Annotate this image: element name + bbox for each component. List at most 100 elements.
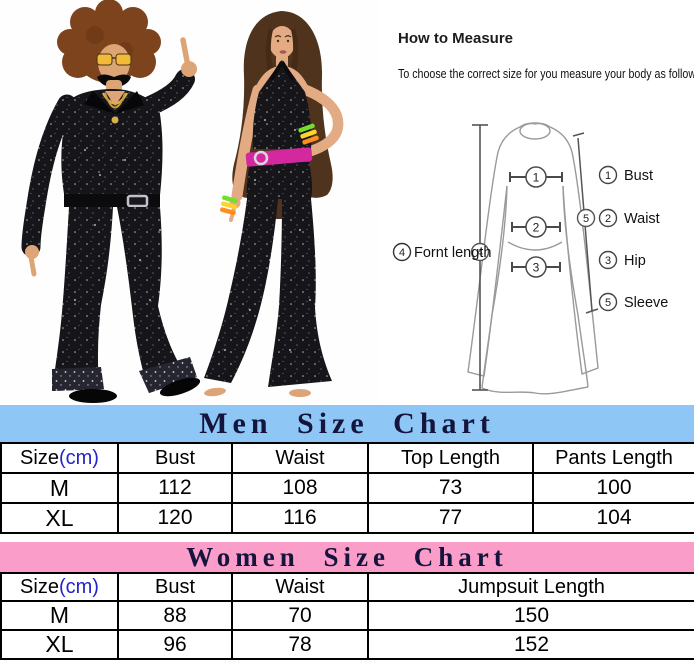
hip-marker-num: 3 bbox=[533, 261, 540, 275]
brow-right bbox=[284, 35, 292, 38]
gold-necklace-long bbox=[104, 92, 126, 109]
size-label: Size bbox=[20, 575, 59, 598]
men-col-bust: Bust bbox=[117, 442, 233, 474]
shirt-collar-left bbox=[84, 91, 115, 114]
measure-subtitle: To choose the correct size for you measu… bbox=[398, 66, 694, 81]
top-section: How to Measure To choose the correct siz… bbox=[0, 0, 694, 404]
waist-marker-circle bbox=[525, 216, 547, 238]
sleeve-marker-num: 5 bbox=[583, 213, 589, 225]
men-col-size: Size(cm) bbox=[0, 442, 119, 474]
women-m-jumpsuit-length: 150 bbox=[367, 600, 694, 631]
medallion bbox=[111, 116, 119, 124]
legend-num-waist: 2 bbox=[605, 213, 611, 225]
neon-bracelets-right-wrist bbox=[298, 123, 319, 145]
pointing-up-finger bbox=[180, 37, 190, 64]
disco-couple-photo bbox=[0, 0, 380, 404]
women-size-table: Size(cm) Bust Waist Jumpsuit Length M 88… bbox=[0, 572, 694, 660]
women-m-bust: 88 bbox=[117, 600, 233, 631]
women-row-xl: XL 96 78 152 bbox=[0, 629, 694, 660]
woman-figure bbox=[204, 11, 344, 397]
woman-arm-on-hip bbox=[300, 84, 344, 158]
men-m-size: M bbox=[0, 472, 119, 504]
disco-shirt bbox=[61, 89, 163, 195]
women-row-m: M 88 70 150 bbox=[0, 600, 694, 631]
bust-marker-circle bbox=[525, 166, 547, 188]
men-row-m: M 112 108 73 100 bbox=[0, 472, 694, 504]
sleeve-marker-circle bbox=[576, 208, 596, 228]
size-label: Size bbox=[20, 446, 59, 469]
how-to-measure-section: How to Measure To choose the correct siz… bbox=[380, 0, 694, 404]
men-m-waist: 108 bbox=[231, 472, 369, 504]
brow-left bbox=[274, 35, 282, 38]
jumpsuit-leg-left bbox=[204, 199, 278, 383]
legend-label-sleeve: Sleeve bbox=[624, 295, 668, 311]
gold-necklace bbox=[101, 92, 129, 105]
legend-num-hip: 3 bbox=[605, 255, 611, 267]
women-xl-size: XL bbox=[0, 629, 119, 660]
men-col-pants-length: Pants Length bbox=[532, 442, 694, 474]
men-header-row: Size(cm) Bust Waist Top Length Pants Len… bbox=[0, 442, 694, 474]
eye-left bbox=[276, 39, 280, 43]
halter-strap-right bbox=[280, 60, 295, 82]
product-photo bbox=[0, 0, 380, 404]
women-m-waist: 70 bbox=[231, 600, 369, 631]
women-col-jumpsuit-length: Jumpsuit Length bbox=[367, 572, 694, 602]
measurement-diagram: 4 4 Fornt length 1 2 3 bbox=[392, 122, 668, 395]
belt-ring-buckle bbox=[253, 150, 269, 166]
halter-strap-left bbox=[269, 60, 284, 82]
woman-arm-left bbox=[231, 84, 264, 202]
men-col-waist: Waist bbox=[231, 442, 369, 474]
size-unit: (cm) bbox=[58, 575, 99, 598]
jumpsuit-leg-right bbox=[268, 199, 332, 387]
chest-skin bbox=[105, 91, 125, 106]
photo-background bbox=[0, 0, 380, 404]
front-length-label-num: 4 bbox=[399, 247, 405, 259]
eye-right bbox=[286, 39, 290, 43]
men-size-chart-title: Men Size Chart bbox=[199, 406, 495, 440]
neon-bracelets-left-wrist bbox=[220, 195, 238, 216]
measure-legend: 1 Bust 2 Waist 3 Hip 5 Sleeve bbox=[598, 165, 668, 312]
women-xl-waist: 78 bbox=[231, 629, 369, 660]
men-xl-waist: 116 bbox=[231, 502, 369, 534]
flared-pant-right bbox=[117, 207, 197, 393]
shoe-left bbox=[69, 389, 117, 403]
legend-label-waist: Waist bbox=[624, 211, 660, 227]
size-unit: (cm) bbox=[58, 446, 99, 469]
men-xl-pants-length: 104 bbox=[532, 502, 694, 534]
women-col-bust: Bust bbox=[117, 572, 233, 602]
jumpsuit-hips bbox=[246, 162, 313, 199]
yellow-sunglasses bbox=[96, 53, 132, 66]
front-length-label: Fornt length bbox=[414, 245, 491, 261]
man-figure bbox=[21, 0, 201, 403]
legend-label-hip: Hip bbox=[624, 253, 646, 269]
men-xl-top-length: 77 bbox=[367, 502, 534, 534]
section-gap bbox=[0, 534, 694, 542]
shoe-right bbox=[159, 377, 201, 397]
men-size-chart-banner: Men Size Chart bbox=[0, 405, 694, 442]
women-xl-jumpsuit-length: 152 bbox=[367, 629, 694, 660]
front-length-marker-circle bbox=[470, 242, 490, 262]
hair-front-right bbox=[290, 28, 299, 74]
lowered-hand bbox=[25, 245, 39, 259]
women-size-chart-title: Women Size Chart bbox=[186, 541, 508, 572]
legend-num-bust: 1 bbox=[605, 170, 611, 182]
bust-marker-num: 1 bbox=[533, 171, 540, 185]
lips bbox=[279, 50, 287, 54]
measure-title: How to Measure bbox=[398, 30, 514, 47]
sequin-hem-right bbox=[139, 357, 197, 393]
belt-buckle bbox=[126, 194, 149, 208]
men-m-bust: 112 bbox=[117, 472, 233, 504]
foot-left bbox=[204, 387, 226, 397]
men-col-top-length: Top Length bbox=[367, 442, 534, 474]
hair-front-left bbox=[265, 28, 274, 74]
women-size-chart-banner: Women Size Chart bbox=[0, 542, 694, 572]
women-header-row: Size(cm) Bust Waist Jumpsuit Length bbox=[0, 572, 694, 602]
women-col-waist: Waist bbox=[231, 572, 369, 602]
men-size-table: Size(cm) Bust Waist Top Length Pants Len… bbox=[0, 442, 694, 534]
front-length-marker-num: 4 bbox=[477, 247, 483, 259]
women-col-size: Size(cm) bbox=[0, 572, 119, 602]
sparkle-highlights bbox=[73, 118, 312, 352]
women-m-size: M bbox=[0, 600, 119, 631]
shirt-collar-right bbox=[115, 91, 144, 114]
men-row-xl: XL 120 116 77 104 bbox=[0, 502, 694, 534]
